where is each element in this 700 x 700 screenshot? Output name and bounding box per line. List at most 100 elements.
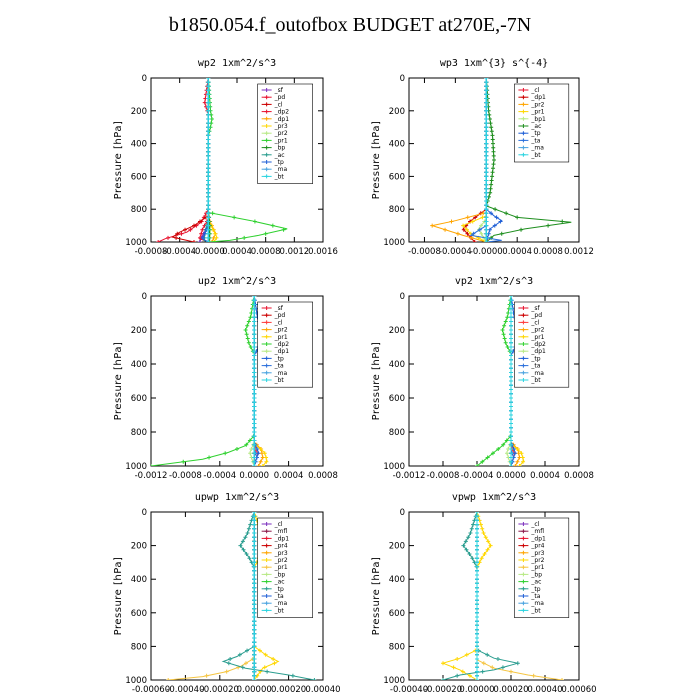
legend-marker (264, 579, 269, 584)
series-point (206, 100, 211, 105)
legend-marker (264, 88, 269, 92)
series-point (484, 108, 489, 113)
series-point (246, 526, 251, 531)
legend-marker (264, 536, 269, 541)
series-point (475, 512, 479, 514)
series-point (151, 464, 153, 466)
series-point (228, 657, 233, 661)
legend-marker (264, 363, 269, 368)
series-point (484, 129, 489, 134)
legend-entry: _dp1 (274, 348, 290, 355)
legend-entry: _ac (530, 123, 541, 130)
series-point (509, 370, 513, 375)
series-point (475, 644, 479, 649)
series-point (509, 379, 513, 383)
series-point (509, 311, 513, 315)
series-point (206, 166, 211, 171)
series-point (560, 678, 564, 680)
series-point (478, 522, 483, 527)
legend-marker (264, 116, 269, 121)
series-point (484, 207, 489, 212)
series-point (509, 425, 513, 430)
legend-marker (521, 536, 526, 541)
series-point (475, 598, 479, 603)
legend-entry: _bp (530, 571, 542, 578)
y-axis-label: Pressure [hPa] (371, 342, 382, 421)
x-tick-label: -0.0004 (461, 471, 494, 481)
series-point (252, 602, 257, 607)
series-point (243, 535, 248, 540)
series-point (491, 145, 496, 150)
series-point (475, 602, 479, 607)
series-point (484, 84, 489, 89)
series-point (197, 219, 202, 224)
series-point (475, 547, 479, 552)
panel-title: vp2 1xm^2/s^3 (455, 276, 533, 287)
series-point (475, 627, 479, 632)
series-point (500, 328, 505, 332)
series-point (465, 231, 470, 236)
series-point (252, 678, 257, 680)
legend-marker (264, 152, 269, 157)
y-tick-label: 600 (131, 172, 147, 182)
legend-entry: _cl (530, 521, 539, 528)
series-point (484, 223, 489, 228)
series-point (252, 644, 257, 649)
series-point (480, 459, 485, 464)
series-point (484, 96, 489, 101)
series-point (207, 455, 212, 460)
series-point (252, 315, 257, 320)
series-point (509, 328, 513, 332)
legend-entry: _dp2 (530, 341, 546, 348)
legend-entry: _pr2 (274, 130, 288, 137)
legend-marker (264, 95, 269, 100)
series-point (484, 194, 489, 199)
y-tick-label: 0 (142, 292, 147, 302)
series-point (469, 235, 474, 240)
panel-title: wp2 1xm^2/s^3 (198, 58, 276, 69)
x-tick-label: -0.0008 (408, 247, 441, 257)
series-point (509, 315, 513, 320)
legend-entry: _ac (274, 152, 285, 159)
series-point (509, 345, 513, 349)
y-axis-label: Pressure [hPa] (113, 342, 124, 421)
series-point (252, 464, 257, 466)
series-point (484, 121, 489, 126)
series-point (484, 92, 489, 97)
legend-marker (521, 145, 526, 150)
series-point (504, 211, 509, 216)
series-point (252, 581, 257, 586)
x-tick-label: 0.00020 (271, 685, 306, 695)
series-point (252, 512, 257, 514)
legend-marker (264, 572, 269, 577)
legend-marker (264, 522, 269, 526)
legend-entry: _ma (274, 370, 288, 377)
series-point (252, 598, 257, 603)
plot-frame (408, 77, 580, 243)
series-point (252, 442, 257, 447)
series-point (252, 340, 257, 345)
series-point (262, 665, 267, 670)
series-point (472, 240, 477, 242)
legend-marker (521, 306, 526, 310)
legend-marker (264, 145, 269, 150)
series-point (466, 535, 471, 540)
series-point (183, 227, 188, 232)
series-point (484, 203, 489, 208)
series-point (252, 345, 257, 349)
series-point (206, 104, 211, 109)
x-tick-label: -0.00060 (132, 685, 170, 695)
series-point (484, 170, 489, 175)
legend-marker (264, 342, 269, 346)
series-point (475, 589, 479, 594)
series-point (500, 665, 505, 670)
series-line-pr2 (430, 78, 487, 242)
y-axis-label: Pressure [hPa] (113, 557, 124, 636)
series-point (509, 383, 513, 388)
x-tick-label: -0.00020 (201, 685, 239, 695)
x-tick-label: 0.0008 (564, 471, 594, 481)
series-point (244, 332, 249, 337)
series-point (484, 162, 489, 167)
legend-entry: _ta (530, 363, 540, 370)
x-tick-label: 0.00020 (493, 685, 528, 695)
